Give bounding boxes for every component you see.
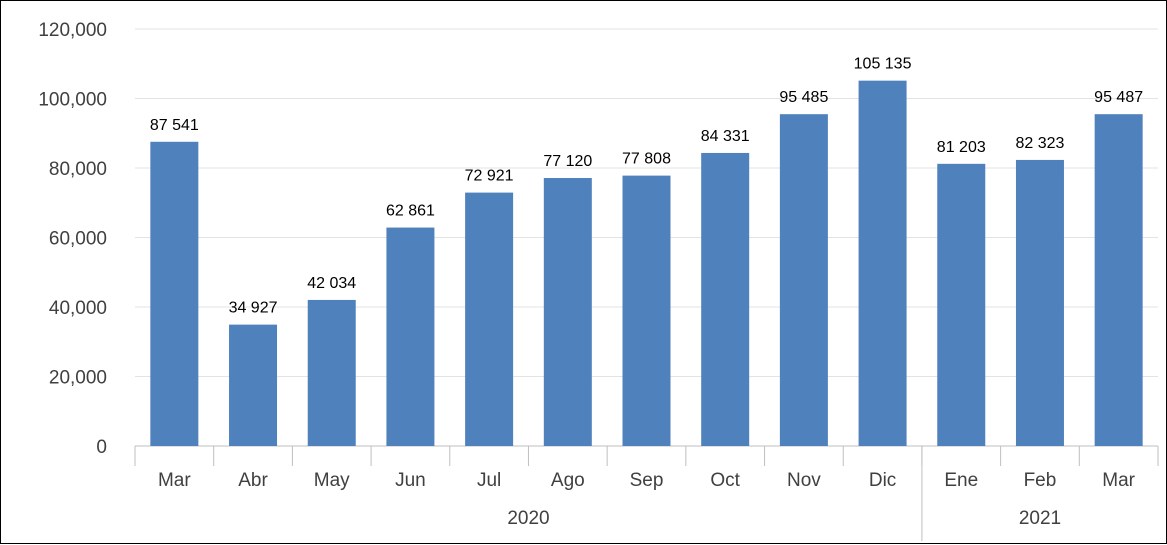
data-label: 105 135 bbox=[854, 56, 912, 73]
x-tick-label: Ene bbox=[944, 470, 978, 491]
bar bbox=[150, 141, 199, 446]
year-group-label: 2020 bbox=[507, 508, 549, 529]
bar bbox=[386, 227, 435, 446]
y-tick-label: 60,000 bbox=[49, 229, 107, 250]
year-group-label: 2021 bbox=[1019, 508, 1061, 529]
x-tick-label: Nov bbox=[787, 470, 821, 491]
bar bbox=[937, 163, 986, 446]
data-label: 77 120 bbox=[543, 153, 592, 170]
bar bbox=[543, 178, 592, 446]
bar bbox=[622, 175, 671, 447]
bar bbox=[1094, 114, 1143, 446]
data-label: 62 861 bbox=[386, 203, 435, 220]
y-tick-label: 20,000 bbox=[49, 368, 107, 389]
data-label: 84 331 bbox=[701, 128, 750, 145]
bar bbox=[229, 324, 278, 446]
x-tick-label: Feb bbox=[1024, 470, 1057, 491]
data-label: 77 808 bbox=[622, 151, 671, 168]
x-tick-label: Jul bbox=[477, 470, 501, 491]
x-tick-label: Abr bbox=[238, 470, 268, 491]
x-tick-label: Sep bbox=[630, 470, 664, 491]
bar bbox=[307, 299, 356, 446]
bar bbox=[465, 192, 514, 446]
bar bbox=[779, 114, 828, 446]
data-label: 95 485 bbox=[779, 89, 828, 106]
y-tick-label: 40,000 bbox=[49, 298, 107, 319]
x-tick-label: Jun bbox=[395, 470, 426, 491]
data-label: 82 323 bbox=[1015, 135, 1064, 152]
bar bbox=[701, 152, 750, 446]
data-label: 81 203 bbox=[937, 139, 986, 156]
y-tick-label: 0 bbox=[96, 437, 107, 458]
x-tick-label: Oct bbox=[710, 470, 740, 491]
bar bbox=[1015, 159, 1064, 446]
x-tick-label: Ago bbox=[551, 470, 585, 491]
data-label: 34 927 bbox=[229, 300, 278, 317]
x-tick-label: Dic bbox=[869, 470, 896, 491]
y-tick-label: 80,000 bbox=[49, 159, 107, 180]
x-tick-label: Mar bbox=[158, 470, 191, 491]
y-tick-label: 100,000 bbox=[38, 90, 107, 111]
x-tick-label: May bbox=[314, 470, 350, 491]
x-tick-label: Mar bbox=[1102, 470, 1135, 491]
bar bbox=[858, 80, 907, 446]
data-label: 72 921 bbox=[465, 168, 514, 185]
data-label: 87 541 bbox=[150, 117, 199, 134]
data-label: 95 487 bbox=[1094, 89, 1143, 106]
y-tick-label: 120,000 bbox=[38, 20, 107, 41]
data-label: 42 034 bbox=[307, 275, 356, 292]
